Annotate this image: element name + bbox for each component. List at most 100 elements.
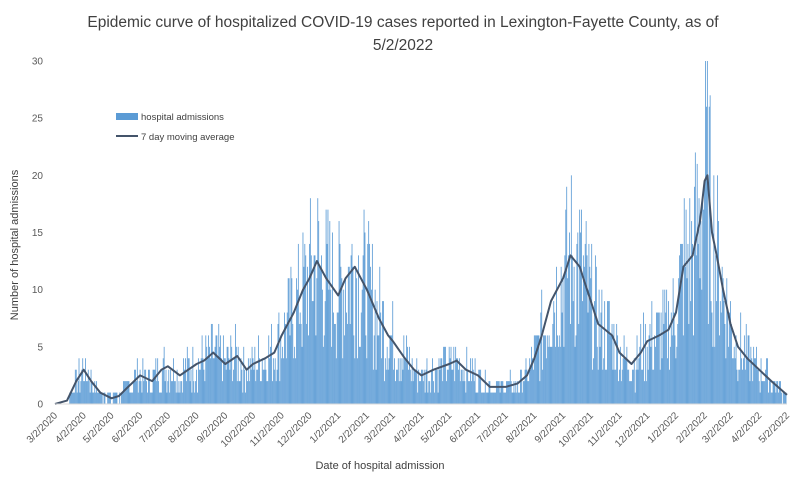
admission-bar: [193, 381, 195, 404]
admission-bar: [72, 392, 73, 404]
admission-bar: [520, 369, 522, 404]
admission-bar: [419, 381, 420, 404]
admission-bar: [355, 266, 357, 404]
admission-bar: [128, 381, 130, 404]
admission-bar: [164, 381, 166, 404]
admission-bar: [294, 346, 296, 404]
admission-bar: [222, 381, 223, 404]
admission-bar: [191, 392, 193, 404]
admission-bar: [230, 335, 232, 404]
admission-bar: [126, 381, 128, 404]
admission-bar: [647, 369, 649, 404]
admission-bar: [445, 346, 446, 404]
admission-bar: [689, 198, 691, 404]
admission-bar: [91, 381, 93, 404]
admission-bar: [361, 289, 363, 404]
admission-bar: [625, 358, 627, 404]
admission-bar: [517, 381, 519, 404]
admission-bar: [224, 358, 226, 404]
admission-bar: [159, 392, 160, 404]
admission-bar: [691, 221, 693, 404]
admission-bar: [507, 381, 508, 404]
admission-bar: [196, 369, 197, 404]
admission-bar: [456, 358, 457, 404]
admission-bar: [654, 335, 656, 404]
admission-bar: [182, 392, 184, 404]
admission-bar: [304, 243, 306, 404]
admission-bar: [266, 381, 268, 404]
y-tick-label: 0: [37, 400, 43, 411]
admission-bar: [524, 369, 526, 404]
admission-bar: [247, 358, 249, 404]
admission-bar: [73, 392, 74, 404]
admission-bar: [785, 392, 787, 404]
admission-bar: [467, 369, 469, 404]
admission-bar: [503, 392, 505, 404]
admission-bar: [389, 335, 391, 404]
admission-bar: [640, 323, 642, 404]
admission-bar: [600, 312, 602, 404]
admission-bar: [457, 358, 458, 404]
admission-bar: [322, 346, 324, 404]
admission-bar: [316, 278, 318, 404]
admission-bar: [400, 381, 402, 404]
admission-bar: [287, 278, 289, 404]
admission-bar: [139, 369, 141, 404]
admission-bar: [642, 369, 644, 404]
admission-bar: [412, 381, 414, 404]
admission-bar: [122, 392, 123, 404]
chart-title-line-1: Epidemic curve of hospitalized COVID-19 …: [87, 14, 719, 31]
admission-bar: [544, 335, 545, 404]
admission-bar: [314, 255, 316, 404]
admission-bar: [491, 392, 493, 404]
admission-bar: [161, 369, 163, 404]
admission-bar: [489, 381, 491, 404]
admission-bar: [551, 346, 553, 404]
admission-bar: [482, 392, 483, 404]
admission-bar: [215, 335, 217, 404]
admission-bar: [560, 266, 562, 404]
admission-bar: [192, 346, 194, 404]
admission-bar: [586, 255, 588, 404]
admission-bar: [641, 369, 643, 404]
admission-bar: [739, 369, 741, 404]
legend-bar-swatch: [116, 113, 138, 120]
admission-bar: [564, 255, 566, 404]
admission-bar: [313, 255, 315, 404]
admission-bar: [772, 381, 774, 404]
admission-bar: [445, 381, 447, 404]
admission-bar: [116, 392, 118, 404]
admission-bar: [214, 346, 216, 404]
admission-bar: [650, 346, 652, 404]
admission-bar: [556, 266, 557, 404]
admission-bar: [768, 381, 770, 404]
admission-bar: [409, 369, 411, 404]
admission-bar: [729, 312, 730, 404]
admission-bar: [731, 323, 732, 404]
admission-bar: [83, 381, 85, 404]
admission-bar: [202, 358, 204, 404]
admission-bar: [205, 335, 207, 404]
admission-bar: [103, 392, 105, 404]
admission-bar: [382, 301, 383, 404]
admission-bar: [169, 392, 171, 404]
y-tick-label: 25: [32, 114, 44, 125]
admission-bar: [178, 381, 180, 404]
admission-bar: [452, 369, 454, 404]
admission-bar: [372, 369, 374, 404]
admission-bar: [541, 289, 543, 404]
admission-bar: [750, 346, 752, 404]
admission-bar: [426, 358, 428, 404]
admission-bar: [486, 392, 488, 404]
admission-bar: [504, 392, 506, 404]
admission-bar: [649, 323, 651, 404]
admission-bar: [212, 358, 214, 404]
admission-bar: [494, 392, 495, 404]
admission-bar: [377, 335, 379, 404]
admission-bar: [401, 358, 403, 404]
admission-bar: [683, 198, 685, 404]
y-axis-ticks: 0 5 10 15 20 25 30: [32, 57, 44, 411]
admission-bar: [339, 243, 341, 404]
admission-bar: [479, 369, 481, 404]
admission-bar: [692, 243, 693, 404]
